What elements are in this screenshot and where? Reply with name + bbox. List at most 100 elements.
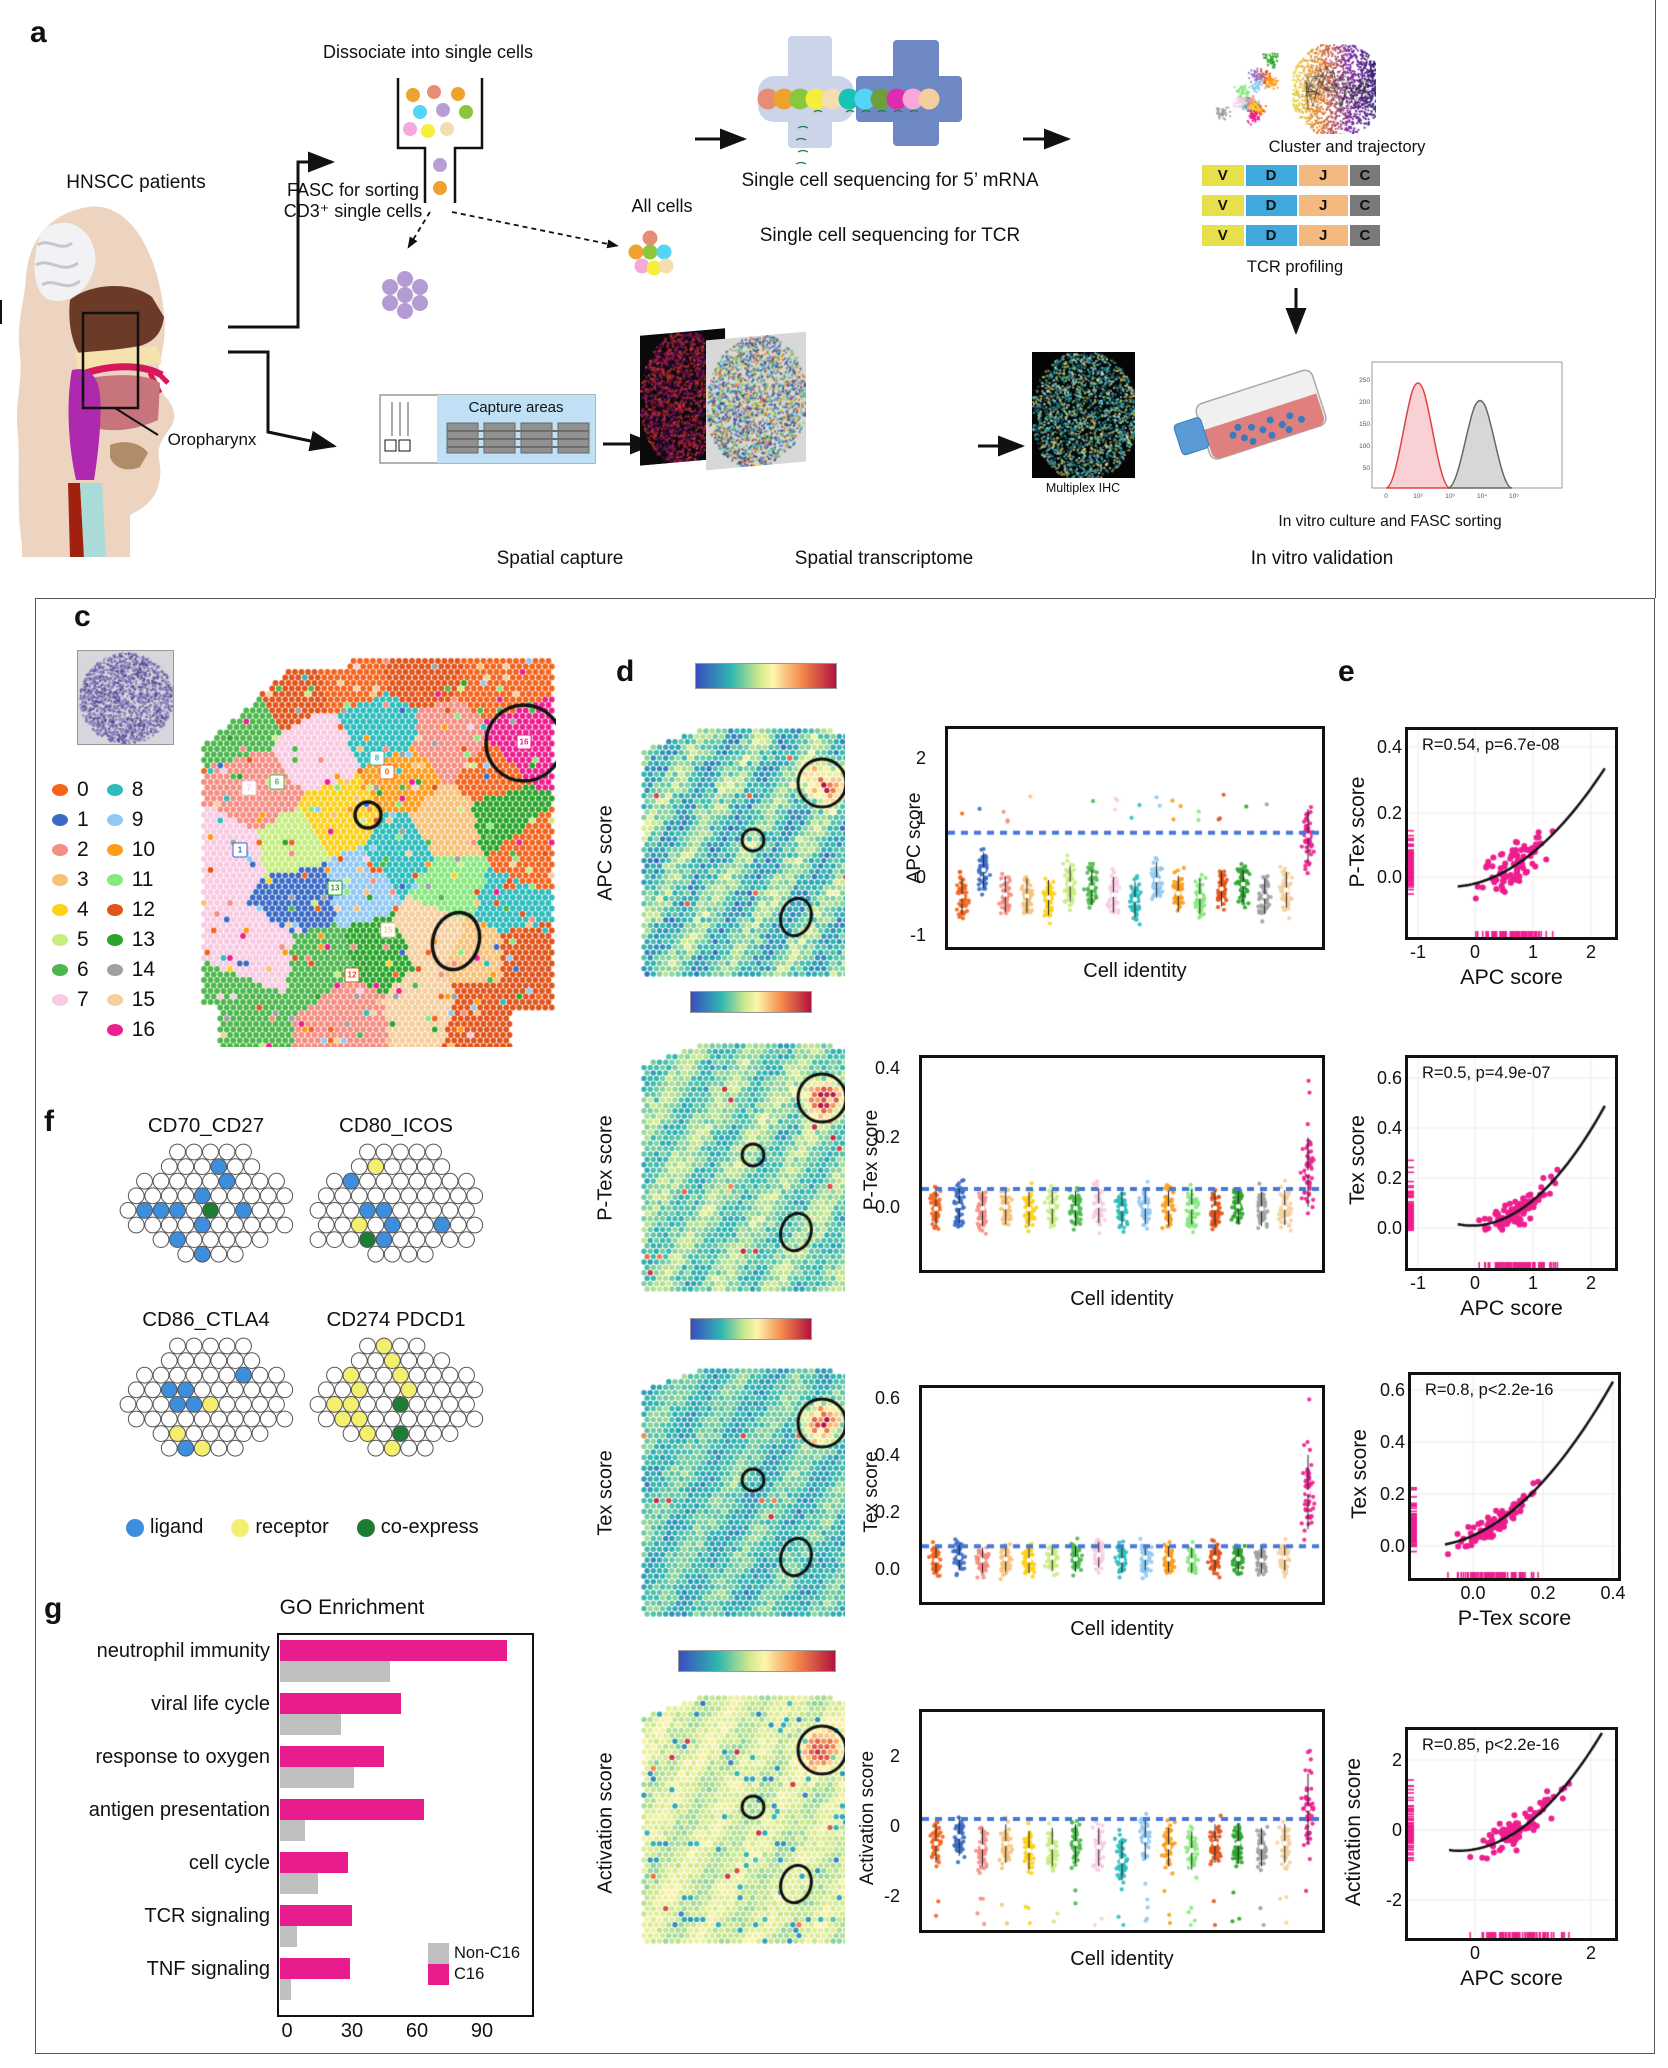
vdjc-segment: D [1245, 165, 1299, 186]
hex-spot [218, 1202, 236, 1219]
cluster-legend-label: 3 [77, 868, 89, 891]
flask-cells [1229, 412, 1306, 445]
cluster-color-dot [106, 994, 123, 1006]
strip-y-tick: 0.0 [874, 1197, 900, 1217]
hex-spot [375, 1143, 393, 1161]
vdjc-segment: J [1298, 165, 1350, 186]
hex-spot [383, 1158, 401, 1176]
hex-spot [392, 1143, 409, 1161]
correlation-stats: R=0.54, p=6.7e-08 [1422, 736, 1560, 754]
cluster-legend-item: 3 [52, 865, 89, 895]
hex-spot [359, 1202, 376, 1219]
hex-spot [160, 1439, 178, 1457]
strip-y-tick: 0.2 [874, 1127, 900, 1147]
hex-spot [127, 1187, 145, 1205]
map-cluster-badge: 8 [369, 750, 385, 766]
scatter-x-tick: 0.0 [1460, 1583, 1486, 1603]
cluster-legend-item: 15 [106, 985, 156, 1015]
hex-spot [309, 1202, 327, 1219]
hex-spot [367, 1439, 385, 1457]
hex-spot [210, 1410, 228, 1428]
cluster-legend-item: 4 [52, 895, 89, 925]
spatial-transcriptome-caption: Spatial transcriptome [794, 548, 974, 569]
capture-area-squares [446, 422, 590, 454]
strip-y-tick: 0.2 [874, 1502, 900, 1522]
hex-spot [251, 1231, 269, 1248]
cluster-legend-label: 9 [131, 808, 144, 831]
hex-spot [259, 1381, 277, 1399]
scatter-y-tick: 2 [1391, 1750, 1402, 1770]
hex-spot [235, 1396, 252, 1413]
hex-spot [458, 1396, 475, 1413]
hex-spot [276, 1216, 294, 1234]
hex-spot [425, 1143, 442, 1161]
hex-spot [169, 1172, 186, 1190]
hex-spot [383, 1352, 401, 1370]
hex-spot [235, 1172, 252, 1190]
cluster-spatial-map [200, 655, 556, 1047]
hex-spot [367, 1381, 385, 1399]
g-x-tickmark [0, 306, 2, 312]
cluster-color-dot [52, 814, 68, 826]
oropharynx-box [81, 311, 140, 410]
hex-spot [400, 1187, 418, 1205]
hex-spot [177, 1158, 195, 1176]
hex-spot [193, 1352, 211, 1370]
hex-spot [408, 1366, 426, 1384]
panel-d-label: d [616, 655, 635, 688]
hex-spot [193, 1216, 211, 1234]
f-grid-title-1: CD80_ICOS [339, 1114, 453, 1137]
hex-spot [334, 1381, 352, 1399]
cluster-legend-label: 8 [131, 778, 144, 801]
g-x-tickmark [0, 318, 2, 324]
g-legend: Non-C16 C16 [428, 1943, 520, 1985]
non-c16-bar [280, 1820, 306, 1841]
scatter-plot [1405, 1727, 1618, 1941]
g-x-tick: 0 [281, 2020, 293, 2042]
fasc-label-line1: FASC for sorting [286, 180, 420, 200]
scatter-x-tick: 0.4 [1600, 1583, 1626, 1603]
hex-spot [359, 1425, 376, 1442]
hex-spot [276, 1381, 294, 1399]
panel-g-label: g [44, 1592, 63, 1625]
hex-spot [218, 1366, 236, 1384]
scatter-y-tick: 0.2 [1376, 1168, 1402, 1188]
hex-spot [185, 1202, 203, 1219]
cluster-color-dot [52, 964, 68, 976]
cluster-legend-label: 15 [131, 988, 156, 1011]
hex-spot [160, 1410, 178, 1428]
cell-identity-label: Cell identity [1070, 1948, 1174, 1970]
invitro-culture-caption: In vitro culture and FASC sorting [1278, 513, 1502, 530]
colorbar-tick: -0.1 [0, 60, 834, 80]
hex-spot [202, 1396, 219, 1413]
scatter-x-tick: 0 [1469, 942, 1481, 962]
cluster-color-dot [106, 874, 123, 886]
spatial-heatmap-image [706, 331, 806, 471]
c16-bar [280, 1640, 507, 1661]
hex-spot [392, 1231, 409, 1248]
chip-illustration [757, 36, 962, 165]
colorbar-tick: 1 [0, 20, 834, 40]
g-category-label: antigen presentation [88, 1799, 270, 1821]
hex-spot [449, 1187, 467, 1205]
hex-spot [193, 1245, 211, 1263]
c16-bar [280, 1746, 384, 1767]
hex-spot [235, 1425, 252, 1442]
colorbar-tick: 2 [0, 40, 834, 60]
hex-spot [342, 1202, 360, 1219]
hex-spot [375, 1231, 393, 1248]
panel-f-label: f [44, 1105, 54, 1138]
score-axis-label: Tex score [594, 1450, 617, 1536]
svg-text:10³: 10³ [1445, 493, 1455, 500]
hex-spot [326, 1202, 343, 1219]
colorbar-tick: 0.4 [0, 160, 834, 180]
colorbar-tick: 0.2 [0, 140, 834, 160]
hex-spot [251, 1366, 269, 1384]
scatter-y-tick: 0.6 [1379, 1380, 1405, 1400]
hex-spot [342, 1396, 360, 1413]
hex-spot [259, 1410, 277, 1428]
vdjc-segment: D [1245, 225, 1299, 246]
strip-y-tick: 0.4 [874, 1445, 900, 1465]
